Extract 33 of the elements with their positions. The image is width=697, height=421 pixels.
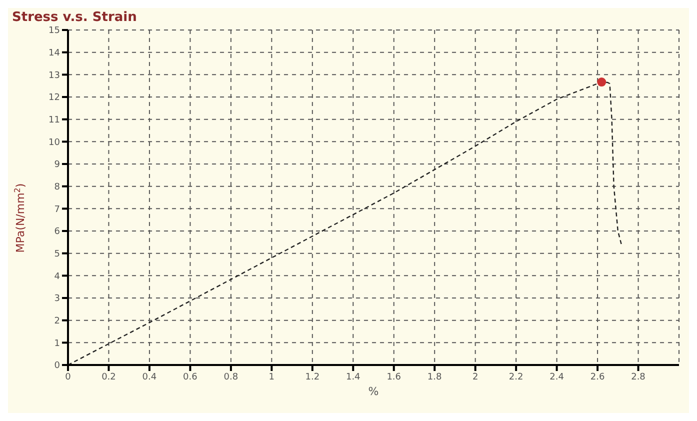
x-tick-label: 2 xyxy=(472,372,478,382)
y-tick-label: 10 xyxy=(48,138,60,148)
x-axis-title: % xyxy=(368,385,379,398)
x-tick-label: 2.8 xyxy=(631,372,646,382)
y-tick-label: 7 xyxy=(54,204,60,215)
y-tick-label: 8 xyxy=(54,182,60,193)
x-tick-label: 2.4 xyxy=(550,372,564,382)
y-tick-label: 14 xyxy=(48,48,60,59)
x-tick-label: 0.4 xyxy=(142,372,157,382)
x-tick-label: 1 xyxy=(268,372,275,382)
y-tick-label: 3 xyxy=(54,294,60,304)
y-tick-label: 9 xyxy=(54,160,60,170)
y-tick-label: 4 xyxy=(54,272,60,282)
y-tick-label: 2 xyxy=(54,316,60,327)
x-tick-label: 0 xyxy=(65,372,72,382)
x-tick-label: 1.6 xyxy=(386,372,402,382)
x-tick-label: 1.4 xyxy=(346,372,361,382)
y-tick-label: 15 xyxy=(48,26,60,36)
y-tick-label: 0 xyxy=(54,361,60,372)
x-tick-label: 0.8 xyxy=(224,372,238,382)
x-tick-label: 2.6 xyxy=(590,372,605,382)
y-tick-label: 6 xyxy=(54,227,60,238)
x-tick-label: 1.2 xyxy=(305,372,320,382)
y-tick-label: 11 xyxy=(48,116,60,126)
x-tick-label: 0.6 xyxy=(183,372,198,382)
x-tick-label: 0.2 xyxy=(102,372,116,382)
x-tick-label: 1.8 xyxy=(427,372,442,382)
y-tick-label: 12 xyxy=(48,93,60,104)
x-tick-label: 2.2 xyxy=(508,372,524,382)
y-tick-label: 1 xyxy=(54,338,60,349)
y-tick-label: 13 xyxy=(48,70,60,81)
chart-title: Stress v.s. Strain xyxy=(12,10,137,25)
y-tick-label: 5 xyxy=(54,250,60,260)
